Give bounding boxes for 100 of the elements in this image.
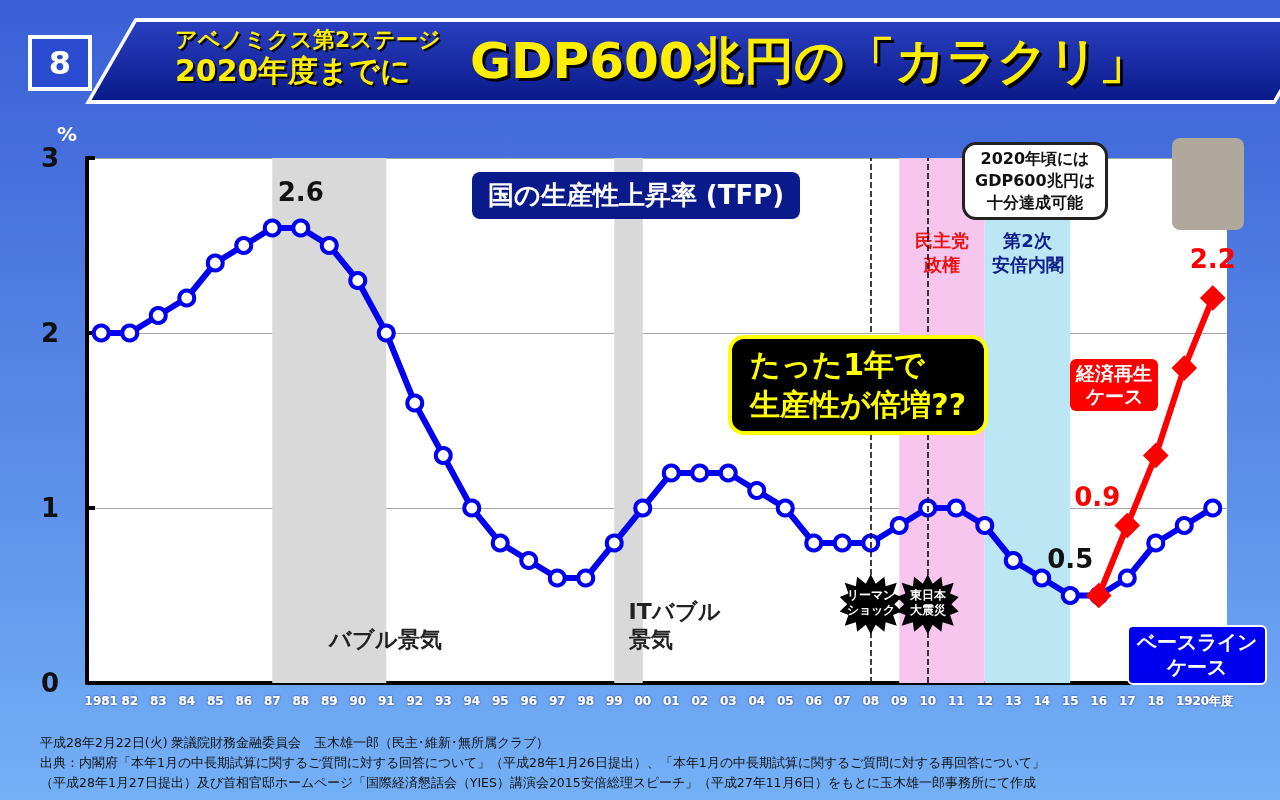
point (604, 533, 624, 553)
x-tick-label: 95 (491, 694, 509, 708)
x-tick-label: 14 (1033, 694, 1051, 708)
x-tick-label: 17 (1118, 694, 1136, 708)
x-tick-label: 87 (263, 694, 281, 708)
text: （平成28年1月27日提出）及び首相官邸ホームページ「国際経済懇話会（YIES）講演会2015安倍総理スピーチ」（平成27年11月6日）をもとに玉木雄一郎事務所にて作成 (40, 774, 1038, 792)
point (1117, 568, 1137, 588)
point (291, 218, 311, 238)
x-tick-label: 16 (1090, 694, 1108, 708)
band-label: 民主党政権 (915, 229, 969, 275)
point (690, 463, 710, 483)
x-tick-label: 13 (1004, 694, 1022, 708)
x-tick-label: 00 (634, 694, 652, 708)
x-tick-label: 91 (377, 694, 395, 708)
y-axis-title: % (57, 122, 78, 146)
x-tick-label: 94 (463, 694, 481, 708)
point (319, 236, 339, 255)
point (490, 533, 510, 553)
point (661, 463, 681, 483)
point (148, 306, 168, 325)
point (832, 533, 852, 553)
y-tick-label: 3 (40, 143, 59, 173)
x-tick-label: 07 (833, 694, 851, 708)
x-tick-label: 18 (1147, 694, 1165, 708)
x-tick-label: 92 (406, 694, 424, 708)
point (1203, 498, 1223, 518)
point (1172, 356, 1197, 380)
x-tick-label: 12 (976, 694, 994, 708)
point (804, 533, 824, 553)
x-tick-label: 82 (121, 694, 139, 708)
annotation: 2020年頃にはGDP600兆円は十分達成可能 (975, 148, 1095, 214)
x-tick-label: 96 (520, 694, 538, 708)
x-tick-label: 09 (890, 694, 908, 708)
y-tick-label: 0 (40, 668, 59, 698)
x-tick-label: 04 (748, 694, 766, 708)
text: 平成28年2月22日(火) 衆議院財務金融委員会 玉木雄一郎（民主･維新･無所属クラブ） (40, 734, 551, 752)
annotation: たった1年で生産性が倍増?? (750, 345, 967, 424)
text: ベースラインケース (1137, 630, 1258, 681)
point (433, 446, 453, 465)
x-tick-label: 19 (1175, 694, 1193, 708)
series-label: 経済再生ケース (1076, 362, 1153, 409)
point (633, 498, 653, 518)
x-tick-label: 85 (206, 694, 224, 708)
x-tick-label: 93 (434, 694, 452, 708)
x-tick-label: 1981 (84, 694, 118, 708)
data-label: 0.5 (1047, 544, 1094, 574)
x-tick-label: 84 (178, 694, 196, 708)
y-tick-label: 1 (40, 493, 59, 523)
x-tick-label: 11 (947, 694, 965, 708)
point (262, 218, 282, 238)
point (519, 551, 539, 570)
point (1032, 568, 1052, 588)
x-tick-label: 02 (691, 694, 709, 708)
x-tick-label: 01 (662, 694, 680, 708)
annotation: 国の生産性上昇率 (TFP) (471, 172, 801, 219)
x-tick-label: 05 (776, 694, 794, 708)
x-tick-label: 15 (1061, 694, 1079, 708)
x-tick-label: 98 (577, 694, 595, 708)
point (946, 498, 966, 518)
point (1003, 551, 1023, 570)
point (547, 568, 567, 588)
x-tick-label: 08 (862, 694, 880, 708)
point (205, 253, 225, 273)
x-tick-label: 03 (719, 694, 737, 708)
band-label: バブル景気 (327, 626, 443, 652)
chart-title: GDP600兆円の「カラクリ」 (470, 31, 1149, 92)
point (576, 568, 596, 588)
text: 8 (28, 35, 92, 91)
band-label: 第2次安倍内閣 (991, 229, 1064, 275)
x-tick-label: 97 (548, 694, 566, 708)
ref-line-label: リーマンショック (845, 588, 896, 619)
x-tick-label: 90 (349, 694, 367, 708)
data-label: 2.6 (277, 176, 324, 207)
point (747, 481, 767, 500)
y-tick-label: 2 (40, 318, 59, 348)
x-tick-label: 88 (292, 694, 310, 708)
point (1143, 443, 1168, 468)
x-tick-label: 10 (919, 694, 937, 708)
point (376, 323, 396, 343)
point (348, 271, 368, 290)
point (405, 393, 425, 413)
point (234, 236, 254, 255)
x-tick-label: 06 (805, 694, 823, 708)
point (120, 323, 140, 343)
x-tick-label: 86 (235, 694, 253, 708)
point (91, 323, 111, 343)
point (1174, 516, 1194, 535)
point (1060, 586, 1080, 605)
source-note: 出典：内閣府「本年1月の中長期試算に関するご質問に対する回答について」（平成28年1月26日提出）、「本年1月の中長期試算に関するご質問に対する再回答について」 (40, 754, 1045, 772)
x-tick-label: 20年度 (1192, 694, 1234, 708)
point (1115, 513, 1140, 538)
point (775, 498, 795, 518)
point (462, 498, 482, 518)
x-tick-label: 99 (605, 694, 623, 708)
point (889, 516, 909, 535)
point (177, 288, 197, 308)
data-label: 0.9 (1074, 481, 1121, 512)
x-tick-label: 83 (149, 694, 167, 708)
point (1200, 286, 1225, 310)
point (1146, 533, 1166, 553)
